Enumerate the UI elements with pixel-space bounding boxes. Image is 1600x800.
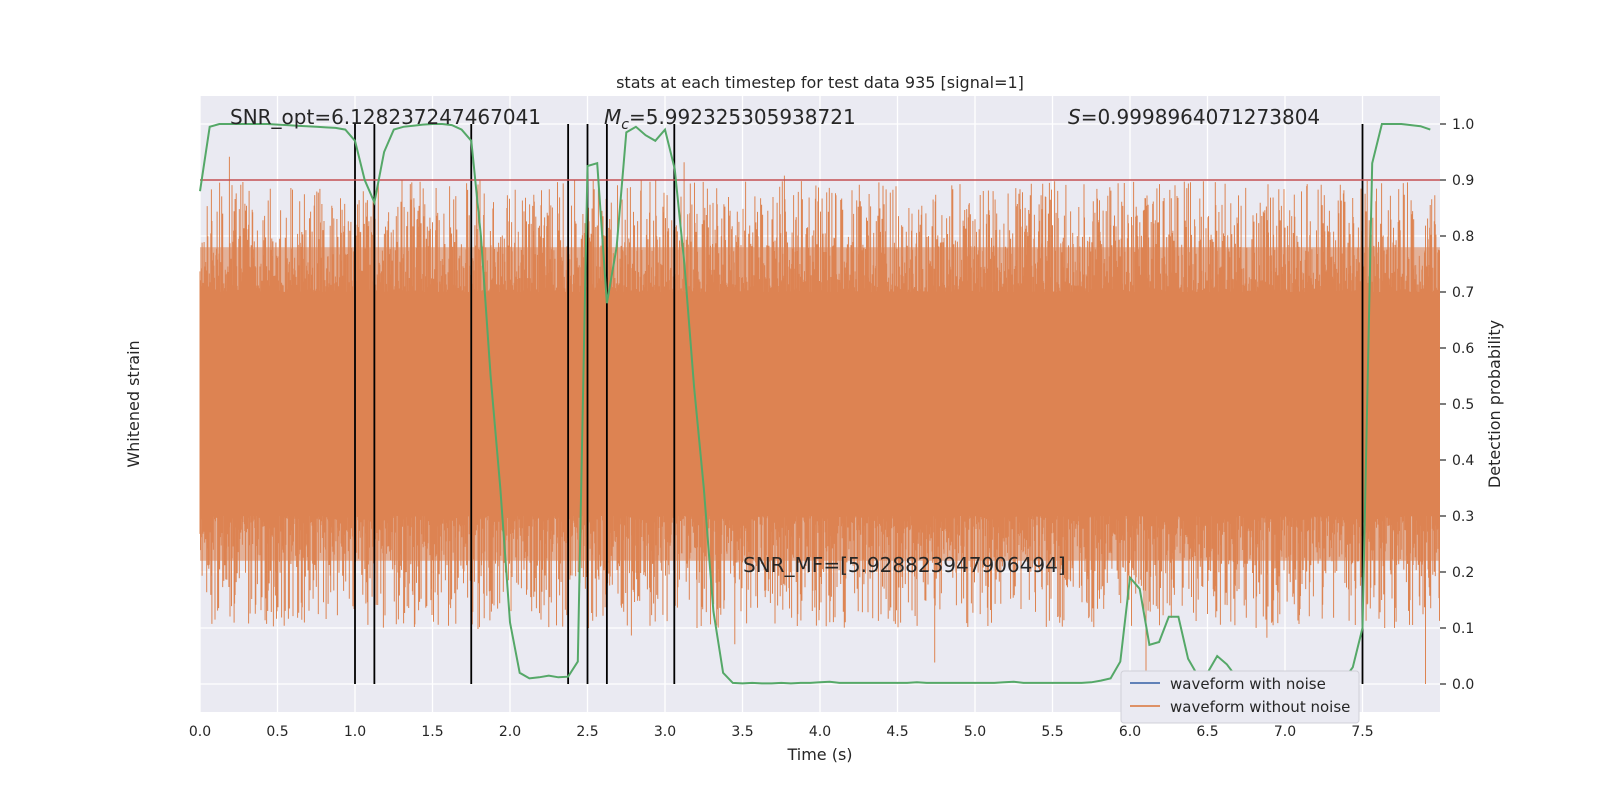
x-tick-label: 3.0 xyxy=(654,724,676,740)
y-right-tick-label: 0.2 xyxy=(1452,565,1474,581)
x-tick-label: 1.0 xyxy=(344,724,366,740)
x-tick-label: 7.0 xyxy=(1274,724,1296,740)
mc-value: =5.992325305938721 xyxy=(629,105,856,129)
x-tick-label: 0.5 xyxy=(266,724,288,740)
x-axis-label: Time (s) xyxy=(786,745,852,764)
x-tick-label: 2.5 xyxy=(576,724,598,740)
snr-opt-annotation: SNR_opt=6.128237247467041 xyxy=(230,105,541,129)
waveform-without-noise-series xyxy=(199,156,1440,684)
snr-mf-annotation: SNR_MF=[5.928823947906494] xyxy=(743,553,1066,577)
x-tick-label: 2.0 xyxy=(499,724,521,740)
vertical-lines xyxy=(354,124,1364,684)
y-right-tick-label: 0.9 xyxy=(1452,173,1474,189)
x-tick-label: 5.5 xyxy=(1041,724,1063,740)
y-right-tick-label: 1.0 xyxy=(1452,117,1474,133)
mc-subscript: c xyxy=(621,117,629,133)
y-right-tick-label: 0.6 xyxy=(1452,341,1474,357)
y-right-tick-label: 0.4 xyxy=(1452,453,1474,469)
waveform-dense-core xyxy=(200,247,1440,561)
s-symbol: S xyxy=(1068,105,1081,129)
y-right-tick-label: 0.3 xyxy=(1452,509,1474,525)
x-axis-ticks: 0.0 0.5 1.0 1.5 2.0 2.5 3.0 3.5 4.0 4.5 5.0 5.5 6.0 6… xyxy=(189,724,1374,740)
legend-box xyxy=(1120,670,1360,724)
legend: waveform with noise waveform without noi… xyxy=(1120,670,1360,724)
y-right-axis-ticks: 0.0 0.1 0.2 0.3 0.4 0.5 0.6 0.7 0.8 0.9 1.0 xyxy=(1440,117,1474,693)
x-tick-label: 6.5 xyxy=(1196,724,1218,740)
legend-label-with-noise: waveform with noise xyxy=(1170,675,1326,693)
x-tick-label: 6.0 xyxy=(1119,724,1141,740)
detection-probability-series xyxy=(199,123,1431,685)
y-right-tick-label: 0.7 xyxy=(1452,285,1474,301)
x-tick-label: 3.5 xyxy=(731,724,753,740)
x-tick-label: 4.0 xyxy=(809,724,831,740)
x-tick-label: 1.5 xyxy=(421,724,443,740)
y-right-axis-label: Detection probability xyxy=(1485,320,1504,488)
x-tick-label: 5.0 xyxy=(964,724,986,740)
legend-label-without-noise: waveform without noise xyxy=(1170,698,1350,716)
y-left-axis-label: Whitened strain xyxy=(124,340,143,467)
mc-annotation: Mc=5.992325305938721 xyxy=(604,105,856,133)
x-tick-label: 0.0 xyxy=(189,724,211,740)
mc-symbol: M xyxy=(604,105,621,129)
detection-probability-line xyxy=(199,123,1431,685)
x-tick-label: 7.5 xyxy=(1351,724,1373,740)
y-right-tick-label: 0.5 xyxy=(1452,397,1474,413)
chart-title: stats at each timestep for test data 935… xyxy=(616,73,1024,92)
y-right-tick-label: 0.1 xyxy=(1452,621,1474,637)
s-value: =0.9998964071273804 xyxy=(1081,105,1320,129)
s-annotation: S=0.9998964071273804 xyxy=(1068,105,1320,129)
x-tick-label: 4.5 xyxy=(886,724,908,740)
y-right-tick-label: 0.0 xyxy=(1452,677,1474,693)
y-right-tick-label: 0.8 xyxy=(1452,229,1474,245)
